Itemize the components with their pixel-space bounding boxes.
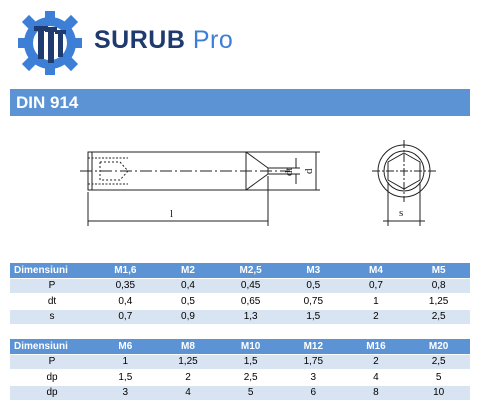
table-row: P 0,35 0,4 0,45 0,5 0,7 0,8: [10, 278, 470, 294]
table-cell: 2,5: [407, 309, 470, 325]
diameter-label: d: [303, 168, 315, 174]
table-cell: 0,8: [407, 278, 470, 294]
table-cell: 2,5: [219, 369, 282, 386]
table-cell: M4: [344, 263, 408, 279]
table-cell: Dimensiuni: [10, 263, 94, 279]
table-cell: 2: [344, 354, 408, 370]
table-cell: 0,75: [281, 293, 345, 310]
banner: DIN 914: [10, 89, 470, 116]
table-cell: M6: [94, 339, 157, 355]
table-cell: M16: [344, 339, 408, 355]
table-cell: 1,5: [219, 354, 282, 370]
table-row: Dimensiuni M6 M8 M10 M12 M16 M20: [10, 339, 470, 355]
table-cell: 2: [344, 309, 408, 325]
table-row: Dimensiuni M1,6 M2 M2,5 M3 M4 M5: [10, 263, 470, 279]
table-cell: Dimensiuni: [10, 339, 94, 355]
table-cell: 0,4: [94, 293, 157, 310]
table-cell: 1,75: [281, 354, 345, 370]
table-cell: M20: [407, 339, 470, 355]
table-cell: 10: [407, 385, 470, 401]
table-cell: 0,7: [94, 309, 157, 325]
table-cell: P: [10, 354, 94, 370]
table-cell: 8: [344, 385, 408, 401]
table-cell: 0,65: [219, 293, 282, 310]
table-cell: 1,3: [219, 309, 282, 325]
table-cell: 0,9: [156, 309, 220, 325]
table-cell: M5: [407, 263, 470, 279]
table-cell: 4: [344, 369, 408, 386]
table-cell: 1: [344, 293, 408, 310]
dimension-table: Dimensiuni M1,6 M2 M2,5 M3 M4 M5 P 0,35 0,4 0,45 0,…: [10, 263, 470, 325]
table-cell: 6: [281, 385, 345, 401]
table-cell: 0,5: [281, 278, 345, 294]
table-cell: s: [10, 309, 94, 325]
logo-suffix: Pro: [192, 26, 234, 54]
table-cell: M10: [219, 339, 282, 355]
table-cell: dp: [10, 385, 94, 401]
table-cell: M12: [281, 339, 345, 355]
dimension-table: Dimensiuni M6 M8 M10 M12 M16 M20 P 1 1,25 1,5 1,75 2…: [10, 339, 470, 401]
table-cell: 1,25: [156, 354, 220, 370]
table-cell: 1,25: [407, 293, 470, 310]
table-row: dt 0,4 0,5 0,65 0,75 1 1,25: [10, 293, 470, 310]
table-cell: M2: [156, 263, 220, 279]
table-cell: 2,5: [407, 354, 470, 370]
table-cell: 3: [281, 369, 345, 386]
length-label: l: [170, 208, 173, 220]
table-cell: 0,45: [219, 278, 282, 294]
tip-label: dt: [283, 167, 295, 176]
table-row: s 0,7 0,9 1,3 1,5 2 2,5: [10, 309, 470, 325]
table-cell: 0,5: [156, 293, 220, 310]
table-cell: 4: [156, 385, 220, 401]
table-cell: 0,7: [344, 278, 408, 294]
table-cell: 0,35: [94, 278, 157, 294]
table-cell: P: [10, 278, 94, 294]
table-cell: M3: [281, 263, 345, 279]
table-cell: 5: [219, 385, 282, 401]
table-cell: 1,5: [281, 309, 345, 325]
table-row: dp 1,5 2 2,5 3 4 5: [10, 369, 470, 386]
table-row: dp 3 4 5 6 8 10: [10, 385, 470, 401]
technical-drawing: l s d dt: [80, 140, 436, 226]
table-cell: M1,6: [94, 263, 157, 279]
table-cell: M8: [156, 339, 220, 355]
table-cell: 1,5: [94, 369, 157, 386]
table-cell: dp: [10, 369, 94, 386]
logo-name: SURUB: [94, 26, 186, 54]
table-row: P 1 1,25 1,5 1,75 2 2,5: [10, 354, 470, 370]
table-cell: dt: [10, 293, 94, 310]
logo-text: SURUB Pro: [94, 26, 233, 55]
hex-label: s: [399, 207, 403, 219]
table-cell: 2: [156, 369, 220, 386]
table-cell: 1: [94, 354, 157, 370]
table-cell: 5: [407, 369, 470, 386]
table-cell: 3: [94, 385, 157, 401]
logo-icon: [18, 11, 82, 75]
table-cell: M2,5: [219, 263, 282, 279]
table-cell: 0,4: [156, 278, 220, 294]
